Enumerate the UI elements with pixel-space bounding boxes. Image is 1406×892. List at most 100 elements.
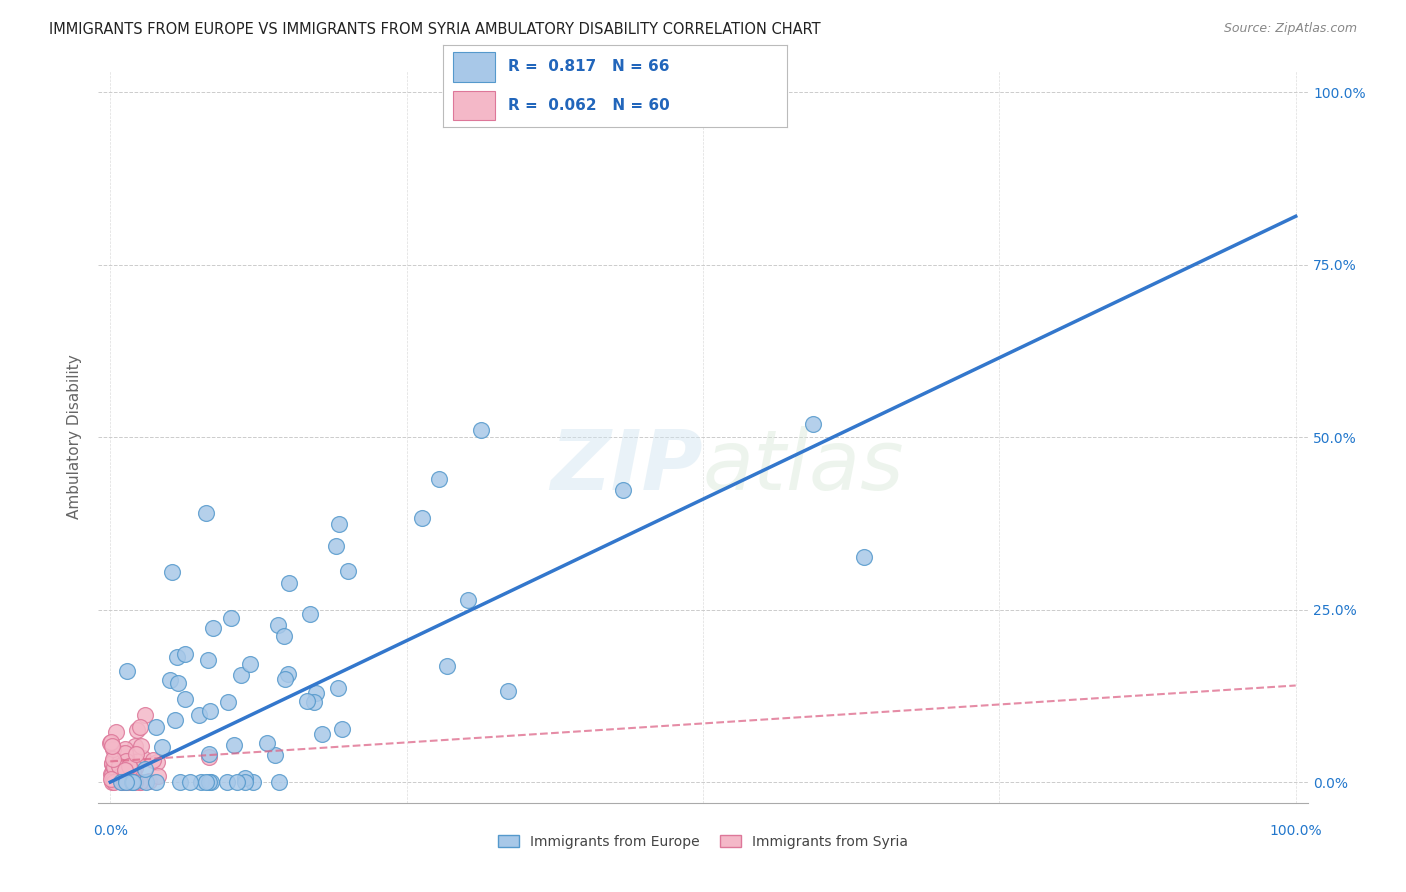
Point: [239, 657, 262, 672]
Point: [298, 607, 321, 622]
Point: [278, 575, 301, 590]
Point: [110, 750, 132, 764]
Point: [101, 775, 124, 789]
Point: [117, 775, 139, 789]
Y-axis label: Ambulatory Disability: Ambulatory Disability: [67, 355, 83, 519]
Point: [111, 775, 134, 789]
Point: [110, 768, 132, 782]
Point: [328, 517, 350, 532]
Point: [107, 760, 129, 774]
Point: [159, 673, 181, 687]
Point: [124, 739, 146, 753]
Point: [112, 775, 135, 789]
Point: [194, 506, 217, 520]
Point: [105, 725, 128, 739]
Point: [142, 753, 165, 767]
Point: [122, 775, 145, 789]
Point: [179, 775, 201, 789]
Point: [110, 746, 132, 760]
Text: 100.0%: 100.0%: [1270, 823, 1322, 838]
Point: [124, 761, 146, 775]
Point: [129, 775, 152, 789]
Point: [160, 565, 183, 579]
Point: [114, 763, 136, 777]
Point: [103, 752, 125, 766]
Text: atlas: atlas: [703, 425, 904, 507]
Point: [132, 750, 155, 764]
Point: [174, 648, 197, 662]
Point: [129, 775, 152, 789]
Point: [108, 756, 131, 770]
Point: [134, 707, 156, 722]
Point: [118, 761, 141, 775]
Point: [436, 658, 458, 673]
Point: [101, 773, 124, 788]
Point: [118, 765, 141, 780]
Point: [114, 750, 136, 764]
Point: [138, 773, 160, 788]
Point: [215, 775, 238, 789]
Point: [101, 758, 124, 772]
Text: Source: ZipAtlas.com: Source: ZipAtlas.com: [1223, 22, 1357, 36]
FancyBboxPatch shape: [453, 91, 495, 120]
Point: [332, 722, 354, 736]
Point: [304, 686, 326, 700]
Point: [328, 681, 350, 696]
Point: [128, 720, 150, 734]
Point: [195, 775, 218, 789]
Point: [200, 704, 222, 718]
FancyBboxPatch shape: [453, 52, 495, 81]
Point: [337, 564, 360, 578]
Point: [100, 772, 122, 787]
Text: 0.0%: 0.0%: [93, 823, 128, 838]
Point: [101, 742, 124, 756]
Point: [187, 707, 209, 722]
Point: [121, 765, 143, 780]
Point: [470, 423, 492, 437]
Point: [427, 473, 450, 487]
Point: [103, 760, 125, 774]
Point: [121, 775, 143, 789]
Point: [852, 549, 875, 564]
Point: [200, 775, 222, 789]
Point: [190, 775, 212, 789]
Point: [277, 666, 299, 681]
Point: [267, 618, 290, 632]
Point: [118, 765, 141, 780]
Point: [267, 775, 290, 789]
Point: [105, 762, 128, 776]
Point: [226, 775, 249, 789]
Text: R =  0.817   N = 66: R = 0.817 N = 66: [509, 59, 669, 74]
Point: [201, 621, 224, 635]
Point: [121, 761, 143, 775]
Point: [101, 752, 124, 766]
Point: [114, 775, 136, 789]
Point: [273, 672, 295, 686]
Point: [114, 749, 136, 764]
Point: [108, 748, 131, 763]
Legend: Immigrants from Europe, Immigrants from Syria: Immigrants from Europe, Immigrants from …: [492, 830, 914, 855]
Point: [457, 593, 479, 607]
Point: [150, 739, 173, 754]
Point: [121, 762, 143, 776]
Point: [124, 775, 146, 789]
Point: [198, 747, 221, 761]
Point: [229, 668, 252, 682]
Point: [198, 750, 221, 764]
Point: [103, 775, 125, 789]
Point: [100, 734, 122, 748]
Point: [114, 747, 136, 761]
Point: [169, 775, 191, 789]
Point: [100, 739, 122, 753]
Point: [163, 713, 186, 727]
Point: [129, 739, 152, 754]
Point: [134, 762, 156, 776]
Point: [127, 723, 149, 738]
Text: R =  0.062   N = 60: R = 0.062 N = 60: [509, 98, 671, 112]
Point: [145, 775, 167, 789]
Point: [145, 720, 167, 734]
Point: [146, 769, 169, 783]
Text: IMMIGRANTS FROM EUROPE VS IMMIGRANTS FROM SYRIA AMBULATORY DISABILITY CORRELATIO: IMMIGRANTS FROM EUROPE VS IMMIGRANTS FRO…: [49, 22, 821, 37]
Point: [100, 767, 122, 781]
Point: [135, 775, 157, 789]
